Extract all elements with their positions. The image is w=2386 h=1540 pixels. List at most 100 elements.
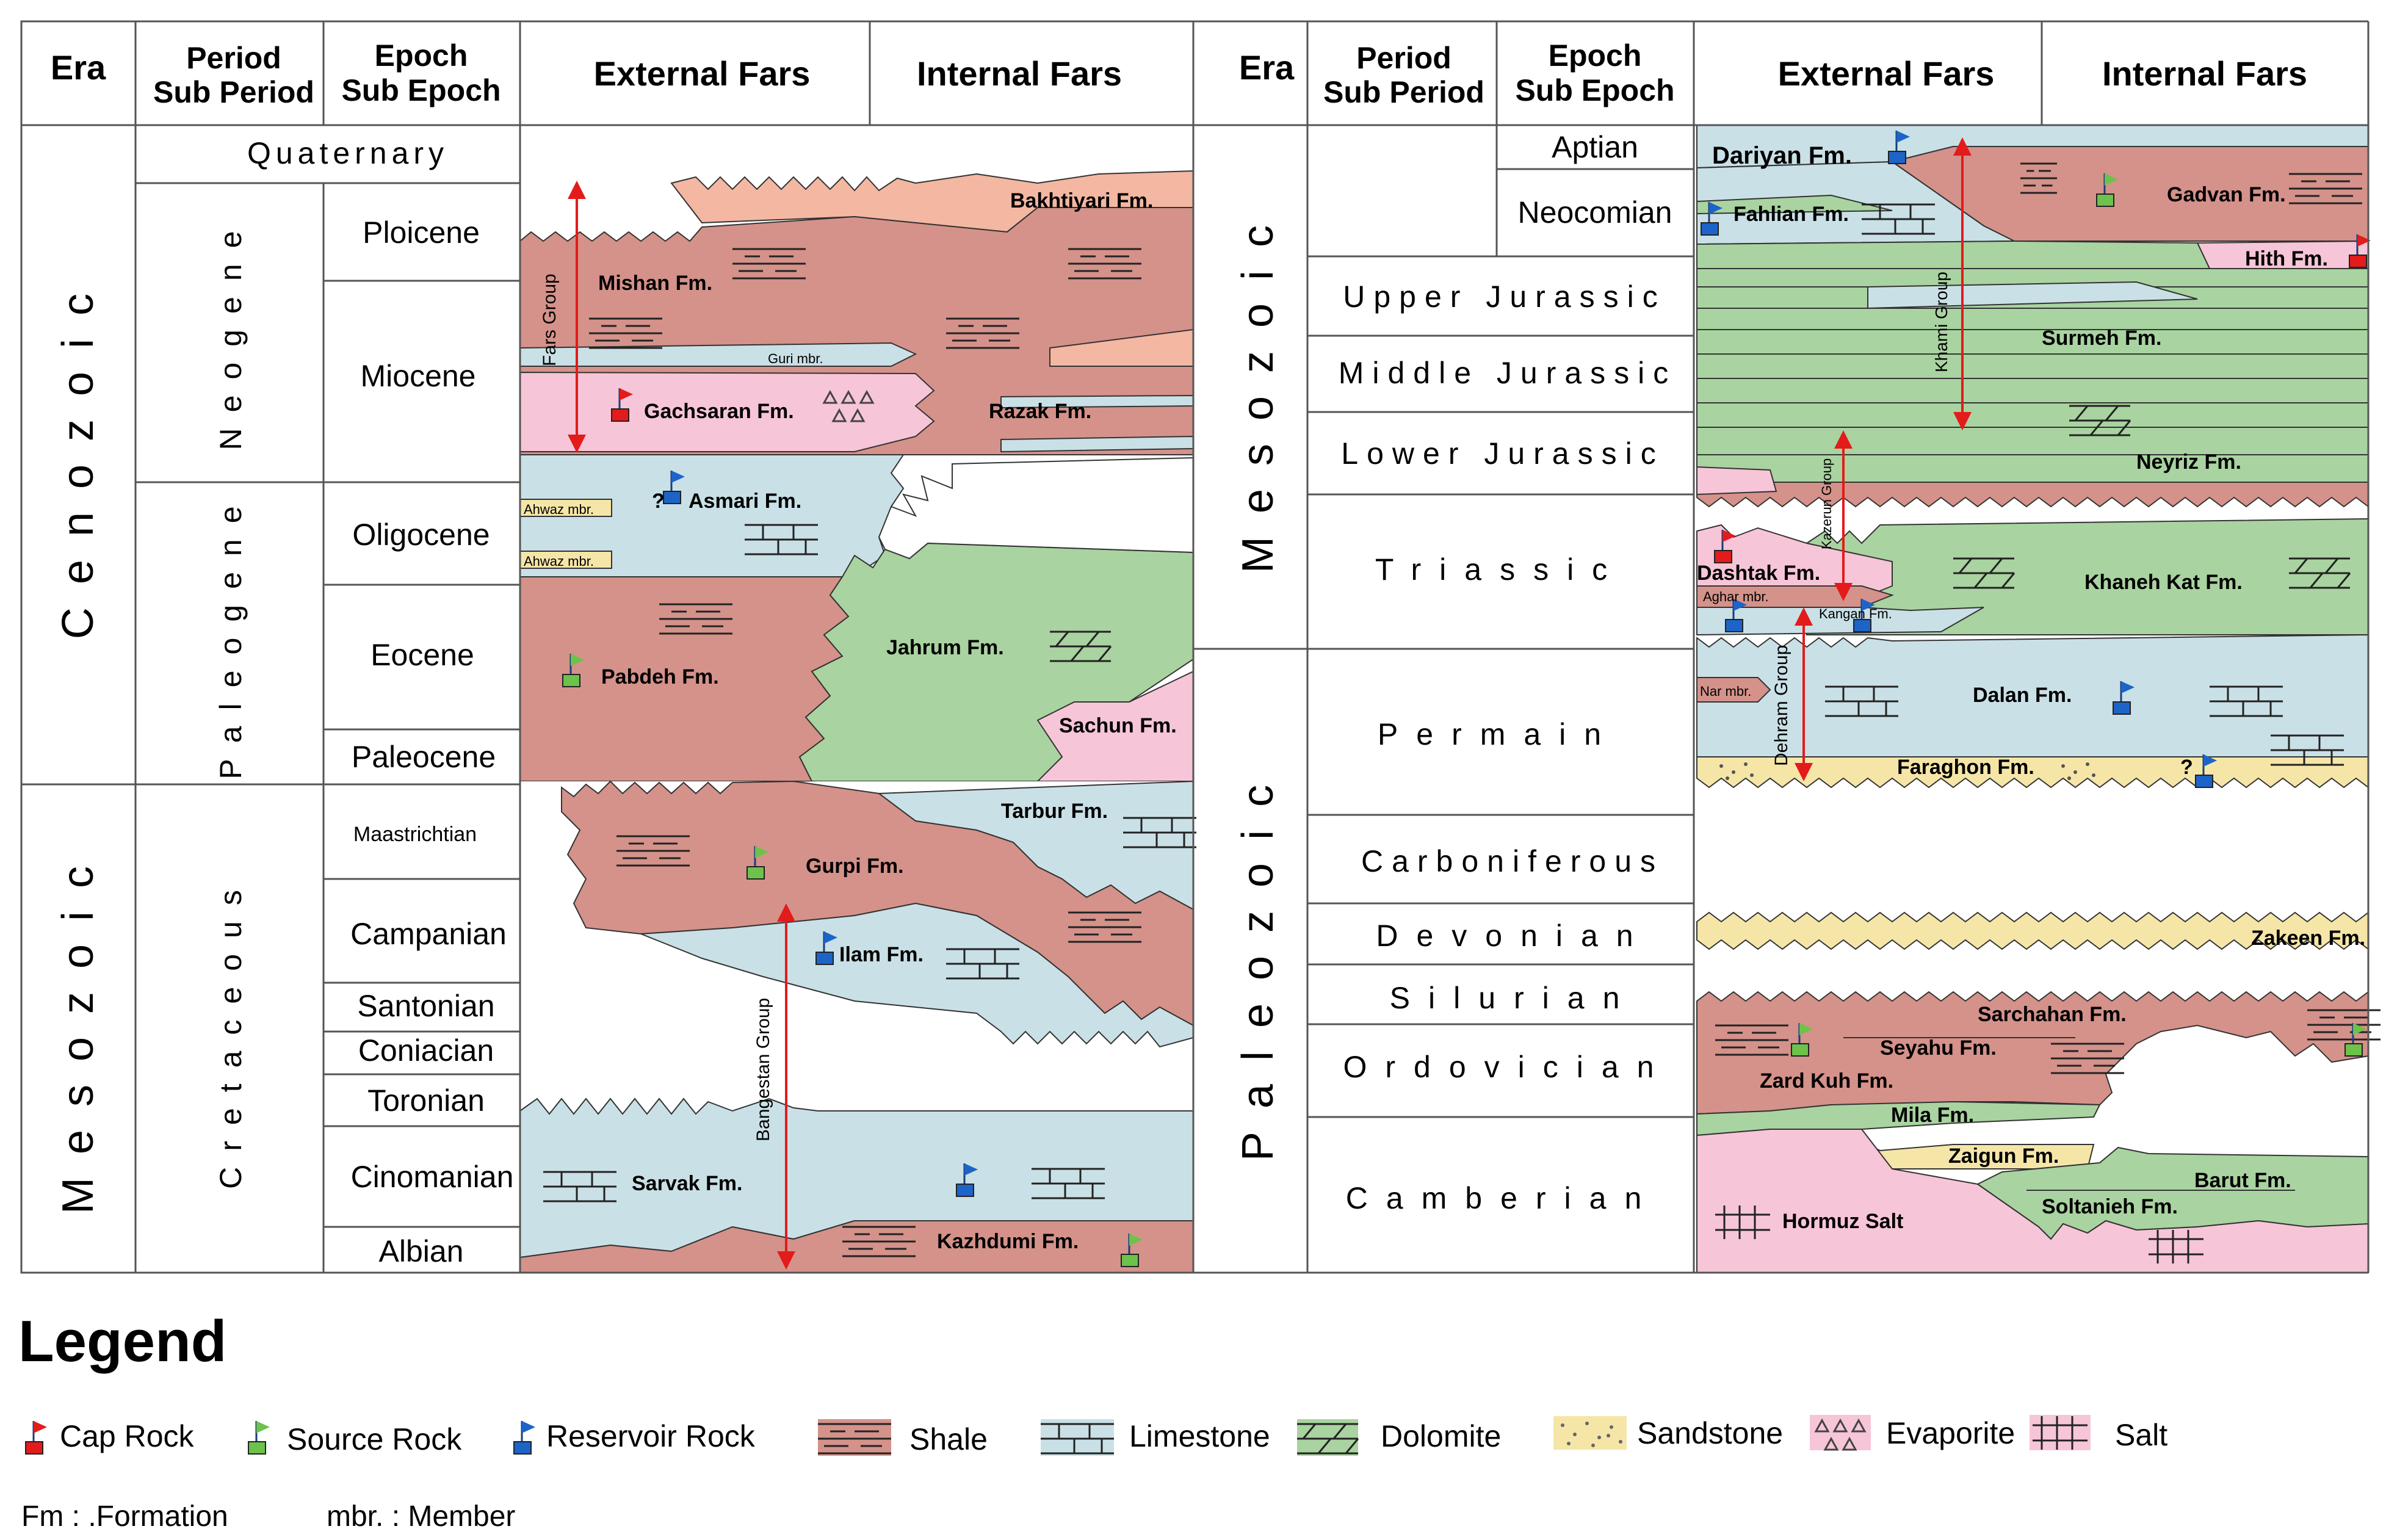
dehram-group-arrow [1795,607,1813,781]
left-formation-labels: Bakhtiyari Fm. Mishan Fm. Guri mbr. Gach… [524,189,1177,1253]
header-era: Era [51,48,106,87]
right-header: Era Period Sub Period Epoch Sub Epoch Ex… [1239,38,2307,109]
label-jahrum: Jahrum Fm. [886,636,1004,659]
label-kazerun-group: Kazerun Group [1819,458,1834,549]
legend-sandstone-swatch [1553,1416,1627,1450]
legend-reservoir-rock: Reservoir Rock [546,1419,756,1453]
label-fars-group: Fars Group [540,273,560,366]
razak-lens-2 [1000,435,1194,453]
period-permain: Permain [1378,717,1619,751]
label-dehram-group: Dehram Group [1771,645,1791,766]
label-dashtak: Dashtak Fm. [1697,562,1820,585]
legend-salt: Salt [2115,1418,2167,1452]
neyriz-evaporite-lens [1696,466,1777,496]
epoch-eocene: Eocene [371,638,474,672]
label-asmari: Asmari Fm. [689,490,801,513]
legend-abbr-formation: Fm : .Formation [21,1500,228,1533]
epoch-neocomian: Neocomian [1518,195,1672,230]
label-ilam: Ilam Fm. [839,943,924,966]
left-header: Era Period Sub Period Epoch Sub Epoch Ex… [51,38,1122,109]
legend-cap-rock: Cap Rock [60,1419,195,1453]
legend-dolomite: Dolomite [1381,1419,1501,1453]
legend-title: Legend [18,1309,226,1374]
right-geology [1696,125,2382,1273]
ahwaz-mbr-upper-body [519,499,612,517]
fahlian-dolomite-lens [1696,194,1893,215]
period-carboniferous: Carboniferous [1361,844,1664,878]
sarchahan-zardkuh-body [1696,991,2369,1115]
period-camberian: Camberian [1346,1181,1660,1215]
epoch-campanian: Campanian [350,917,507,951]
period-triassic: Triassic [1375,552,1625,587]
label-seyahu: Seyahu Fm. [1880,1036,1997,1060]
legend-limestone: Limestone [1129,1419,1270,1453]
right-time-scale: Mesozoic Paleozoic Aptian Neocomian Uppe… [1234,130,1672,1215]
legend-sandstone-icon [1561,1422,1622,1447]
legend-sandstone: Sandstone [1637,1416,1783,1450]
label-zakeen: Zakeen Fm. [2251,927,2365,950]
label-gachsaran: Gachsaran Fm. [644,400,794,423]
label-soltanieh: Soltanieh Fm. [2042,1195,2178,1218]
legend-shale: Shale [909,1422,988,1456]
period-silurian: Silurian [1390,981,1638,1015]
epoch-coniacian: Coniacian [358,1033,494,1068]
hiatus-wedge-1 [878,457,1194,560]
epoch-cinomanian: Cinomanian [351,1160,514,1194]
epoch-toronian: Toronian [367,1083,485,1118]
label-sarvak: Sarvak Fm. [632,1172,742,1195]
header-internal-fars-right: Internal Fars [2102,54,2307,93]
kazerun-group-arrow [1834,430,1853,601]
label-mishan: Mishan Fm. [598,272,712,295]
header-sub-epoch-right: Sub Epoch [1515,73,1674,107]
label-surmeh: Surmeh Fm. [2042,327,2161,350]
nar-mbr-body [1696,677,1771,703]
legend-reservoir-rock-icon [513,1420,537,1455]
header-external-fars: External Fars [594,54,811,93]
label-hormuz: Hormuz Salt [1782,1210,1903,1233]
period-devonian: Devonian [1376,919,1651,953]
label-tarbur: Tarbur Fm. [1001,800,1108,823]
left-geology [519,170,1198,1273]
label-neyriz: Neyriz Fm. [2136,450,2241,474]
neyriz-shale-base [1696,482,2369,508]
epoch-ploicene: Ploicene [363,215,480,250]
legend-cap-rock-icon [24,1420,48,1455]
left-time-scale: Cenozoic Mesozoic Quaternary Neogene Pal… [54,136,513,1268]
era-mesozoic-right: Mesozoic [1234,202,1282,573]
header-epoch: Epoch [375,38,468,73]
label-khami-group: Khami Group [1932,272,1951,372]
fars-group-arrow [568,181,586,453]
label-kazhdumi: Kazhdumi Fm. [937,1230,1079,1253]
label-asmari-question: ? [652,490,665,513]
header-internal-fars: Internal Fars [917,54,1122,93]
header-external-fars-right: External Fars [1778,54,1995,93]
epoch-paleocene: Paleocene [352,740,496,774]
legend: Legend Cap Rock Source Rock Reservoir Ro… [18,1309,2167,1533]
label-aghar: Aghar mbr. [1703,589,1769,604]
period-paleogene: Paleogene [214,490,248,779]
period-neogene: Neogene [214,215,248,450]
legend-abbr-member: mbr. : Member [327,1500,515,1533]
label-dariyan: Dariyan Fm. [1712,142,1852,169]
legend-salt-swatch [2030,1415,2091,1450]
header-era-right: Era [1239,48,1295,87]
surmeh-fm-body [1696,240,2369,455]
right-formation-labels: Dariyan Fm. Gadvan Fm. Fahlian Fm. Hith … [1697,142,2365,1233]
label-pabdeh: Pabdeh Fm. [601,665,719,689]
header-epoch-right: Epoch [1549,38,1642,73]
neyriz-fm-body [1696,454,2369,483]
dalan-fm-body [1696,634,2369,757]
label-gurpi: Gurpi Fm. [806,855,904,878]
header-period-right: Period [1356,41,1451,75]
label-faraghon-question: ? [2180,756,2193,779]
label-hith: Hith Fm. [2245,247,2328,270]
label-zaigun: Zaigun Fm. [1948,1144,2059,1168]
epoch-santonian: Santonian [357,989,494,1023]
epoch-aptian: Aptian [1552,130,1638,164]
label-sarchahan: Sarchahan Fm. [1978,1003,2127,1026]
label-ahwaz-lower: Ahwaz mbr. [524,554,594,569]
bangestan-group-arrow [777,903,795,1270]
header-sub-epoch: Sub Epoch [341,73,501,107]
label-sachun: Sachun Fm. [1059,714,1177,737]
